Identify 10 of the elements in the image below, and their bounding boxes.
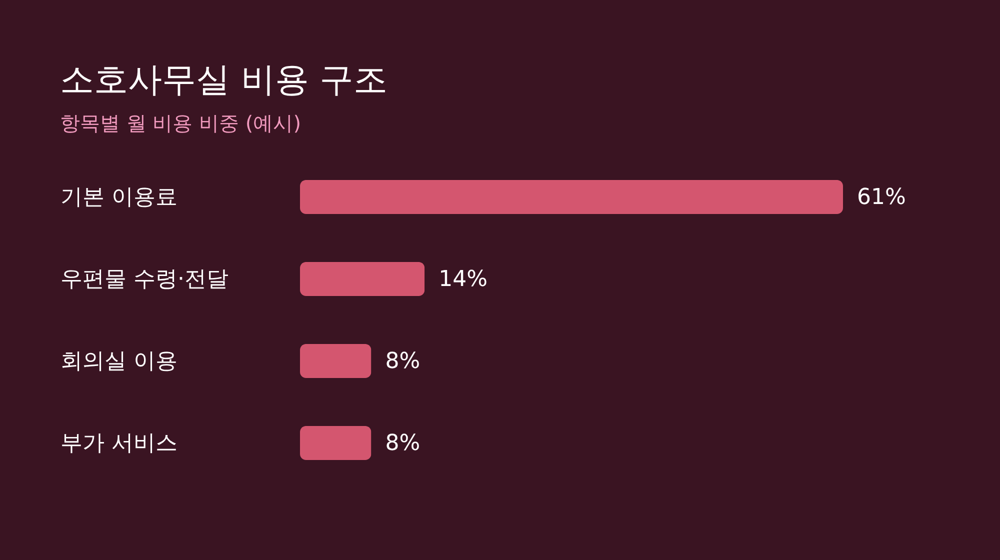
y-tick-label: 부가 서비스: [60, 431, 178, 456]
chart-title: 소호사무실 비용 구조: [60, 60, 388, 100]
data-label: 61%: [857, 185, 906, 210]
y-tick-label: 기본 이용료: [60, 185, 178, 210]
data-label: 8%: [385, 431, 420, 456]
chart-subtitle: 항목별 월 비용 비중 (예시): [60, 111, 302, 135]
y-tick-label: 우편물 수령·전달: [60, 267, 228, 292]
y-tick-label: 회의실 이용: [60, 349, 178, 374]
data-label: 14%: [438, 267, 488, 292]
data-label: 8%: [385, 349, 420, 374]
